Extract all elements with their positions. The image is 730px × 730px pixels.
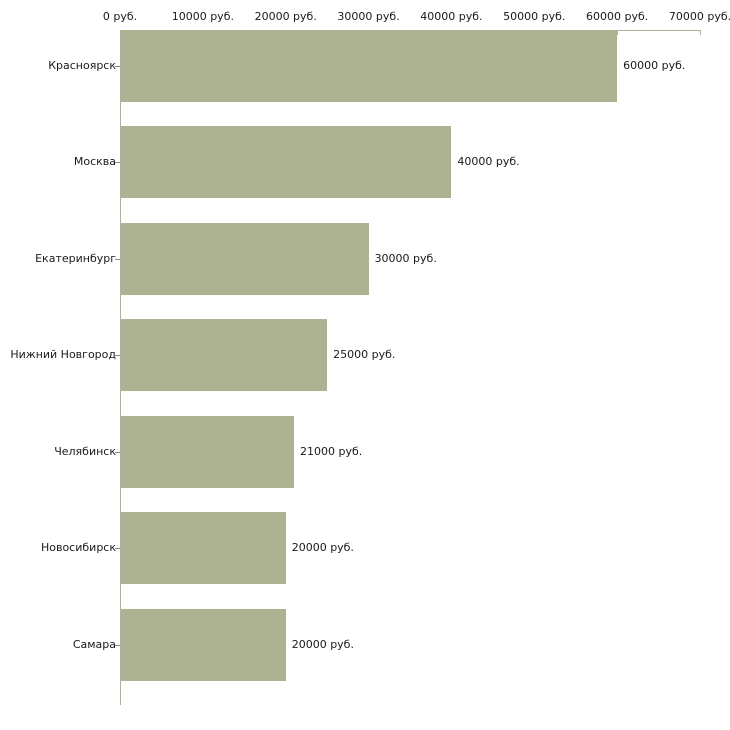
x-axis-tick bbox=[617, 30, 619, 35]
bar[interactable] bbox=[121, 415, 294, 488]
x-axis-tick-label: 20000 руб. bbox=[254, 10, 317, 23]
bar-value-label: 20000 руб. bbox=[291, 637, 354, 651]
x-axis-tick bbox=[700, 30, 701, 35]
bar-value-label: 25000 руб. bbox=[333, 348, 396, 362]
y-axis-category-label: Красноярск bbox=[48, 59, 116, 72]
y-axis-tick bbox=[115, 66, 120, 67]
bar-value-label: 21000 руб. bbox=[300, 444, 363, 458]
bar[interactable] bbox=[121, 512, 286, 585]
y-axis-category-label: Самара bbox=[72, 637, 116, 651]
x-axis-tick-label: 0 руб. bbox=[102, 10, 138, 23]
bar[interactable] bbox=[121, 319, 328, 392]
y-axis-line bbox=[120, 30, 121, 705]
x-axis-tick bbox=[120, 30, 121, 35]
x-axis-tick-label: 60000 руб. bbox=[586, 10, 649, 23]
x-axis-tick-label: 50000 руб. bbox=[503, 10, 566, 23]
bar-value-label: 40000 руб. bbox=[457, 155, 520, 169]
bar[interactable] bbox=[121, 126, 452, 199]
y-axis-category-label: Екатеринбург bbox=[35, 251, 116, 265]
x-axis-tick-label: 40000 руб. bbox=[420, 10, 483, 23]
x-axis-tick-label: 10000 руб. bbox=[171, 10, 234, 23]
bar[interactable] bbox=[121, 222, 369, 295]
y-axis-tick bbox=[115, 355, 120, 357]
bar-value-label: 20000 руб. bbox=[291, 541, 354, 555]
y-axis-category-label: Нижний Новгород bbox=[10, 348, 116, 362]
y-axis-tick bbox=[115, 451, 120, 453]
y-axis-category-label: Москва bbox=[73, 155, 116, 169]
bar-value-label: 30000 руб. bbox=[374, 251, 437, 265]
x-axis-tick-label: 70000 руб. bbox=[668, 10, 730, 23]
bar[interactable] bbox=[121, 608, 286, 681]
y-axis-tick bbox=[115, 162, 120, 164]
y-axis-category-label: Челябинск bbox=[54, 444, 116, 458]
bar[interactable] bbox=[121, 30, 618, 102]
y-axis-category-label: Новосибирск bbox=[40, 541, 116, 555]
y-axis-tick bbox=[115, 548, 120, 550]
y-axis-tick bbox=[115, 258, 120, 260]
bar-value-label: 60000 руб. bbox=[623, 59, 686, 72]
y-axis-tick bbox=[115, 644, 120, 646]
x-axis-tick-label: 30000 руб. bbox=[337, 10, 400, 23]
